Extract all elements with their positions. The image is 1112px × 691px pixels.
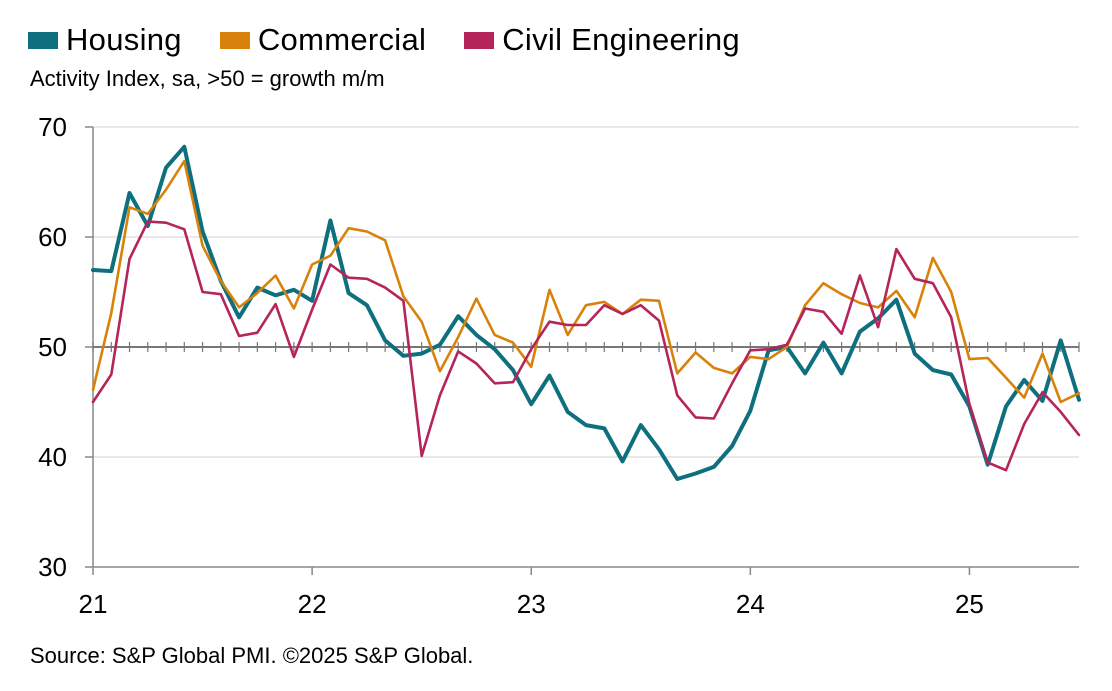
source-note: Source: S&P Global PMI. ©2025 S&P Global… <box>30 643 474 668</box>
series-line-housing <box>91 144 1081 481</box>
x-tick-label-22: 22 <box>298 589 327 619</box>
chart-subtitle: Activity Index, sa, >50 = growth m/m <box>30 66 385 91</box>
legend-item-housing: Housing <box>28 22 182 58</box>
x-tick-label-25: 25 <box>955 589 984 619</box>
legend-swatch-housing <box>28 31 58 49</box>
legend-label-commercial: Commercial <box>257 22 427 57</box>
legend-item-commercial: Commercial <box>219 22 427 58</box>
series-line-commercial <box>91 159 1081 404</box>
x-tick-label-23: 23 <box>517 589 546 619</box>
y-tick-label-70: 70 <box>38 112 67 142</box>
x-tick-label-24: 24 <box>736 589 765 619</box>
chart-legend: Housing Commercial Civil Engineering <box>28 22 778 58</box>
legend-item-civil-engineering: Civil Engineering <box>464 22 740 58</box>
series-line-civil-engineering <box>91 220 1081 472</box>
legend-swatch-commercial <box>219 31 250 49</box>
x-tick-label-21: 21 <box>79 589 108 619</box>
y-tick-label-50: 50 <box>38 332 67 362</box>
legend-swatch-civil-engineering <box>464 31 495 49</box>
y-tick-label-30: 30 <box>38 552 67 582</box>
legend-label-housing: Housing <box>66 22 182 57</box>
y-tick-label-60: 60 <box>38 222 67 252</box>
y-tick-label-40: 40 <box>38 442 67 472</box>
legend-label-civil-engineering: Civil Engineering <box>502 22 740 57</box>
